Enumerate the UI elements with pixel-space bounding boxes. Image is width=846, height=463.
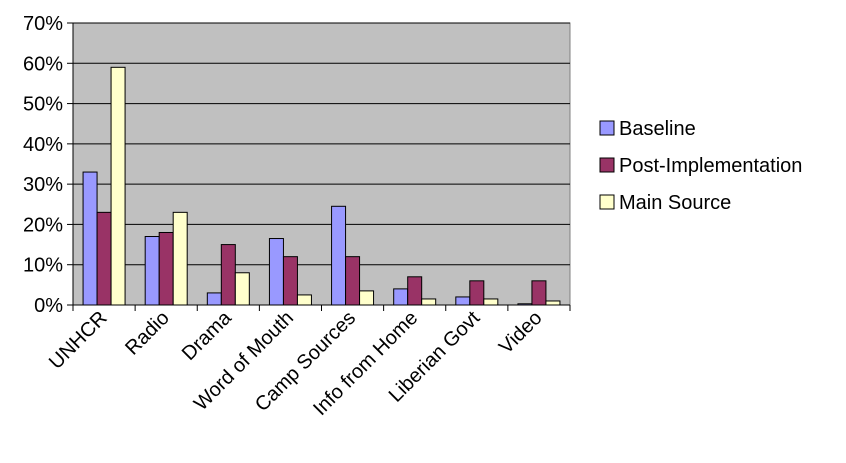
- y-tick-label: 0%: [34, 295, 63, 317]
- category-label: Drama: [178, 306, 237, 365]
- bar-main-source: [110, 66, 126, 306]
- category-label: Radio: [121, 307, 174, 360]
- y-tick-label: 70%: [23, 13, 63, 35]
- bar-baseline: [82, 171, 98, 306]
- bar-main-source: [359, 290, 375, 306]
- bar-baseline: [455, 296, 471, 306]
- bar-post-implementation: [220, 244, 236, 306]
- bar-baseline: [144, 236, 160, 306]
- axes: [67, 22, 571, 311]
- bar-main-source: [296, 294, 312, 306]
- y-tick-label: 50%: [23, 94, 63, 116]
- bar-post-implementation: [469, 280, 485, 306]
- bar-main-source: [545, 300, 561, 306]
- y-tick-labels: 0% 10% 20% 30% 40% 50% 60% 70%: [23, 13, 63, 317]
- y-tick-label: 60%: [23, 53, 63, 75]
- legend-swatch: [599, 157, 615, 173]
- bars: [82, 66, 561, 306]
- bar-post-implementation: [345, 256, 361, 306]
- bar-post-implementation: [282, 256, 298, 306]
- legend-swatch: [599, 120, 615, 136]
- legend-label: Post-Implementation: [619, 155, 802, 177]
- bar-baseline: [331, 205, 347, 306]
- category-label: Info from Home: [309, 307, 422, 420]
- bar-baseline: [268, 238, 284, 306]
- bar-main-source: [483, 298, 499, 306]
- bar-baseline: [206, 292, 222, 306]
- legend-label: Baseline: [619, 118, 696, 140]
- y-tick-label: 10%: [23, 255, 63, 277]
- bar-baseline: [393, 288, 409, 306]
- bar-main-source: [172, 211, 188, 306]
- bar-main-source: [421, 298, 437, 306]
- bar-post-implementation: [407, 276, 423, 306]
- bar-main-source: [234, 272, 250, 306]
- legend-swatch: [599, 194, 615, 210]
- bar-post-implementation: [96, 211, 112, 306]
- category-label: Video: [495, 307, 546, 358]
- legend: Baseline Post-Implementation Main Source: [599, 118, 802, 214]
- bar-post-implementation: [158, 231, 174, 306]
- y-tick-label: 30%: [23, 174, 63, 196]
- legend-label: Main Source: [619, 192, 731, 214]
- y-tick-label: 40%: [23, 134, 63, 156]
- y-tick-label: 20%: [23, 214, 63, 236]
- bar-post-implementation: [531, 280, 547, 306]
